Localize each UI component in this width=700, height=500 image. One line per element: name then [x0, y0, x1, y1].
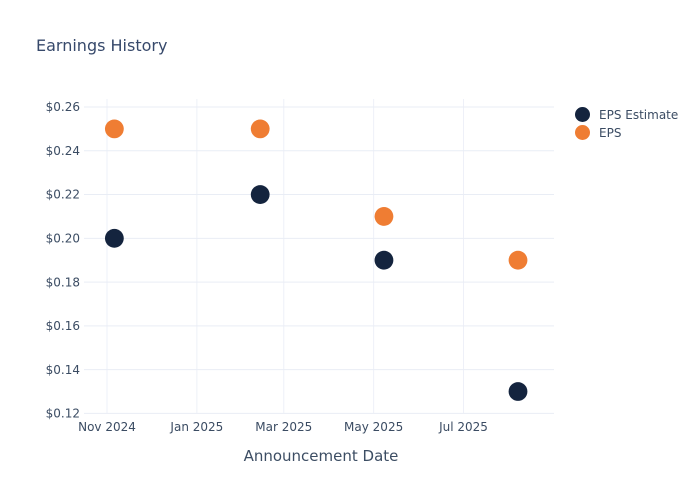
eps-marker-icon: [575, 125, 590, 140]
y-tick-label: $0.24: [46, 144, 80, 158]
legend-item-eps-estimate[interactable]: EPS Estimate: [575, 107, 678, 122]
chart-title: Earnings History: [36, 36, 168, 55]
data-point-eps[interactable]: [374, 207, 394, 226]
y-tick-label: $0.18: [46, 275, 80, 289]
data-point-eps-estimate[interactable]: [508, 382, 528, 401]
data-point-eps-estimate[interactable]: [374, 250, 394, 270]
x-tick-label: Jan 2025: [169, 420, 223, 434]
y-tick-label: $0.20: [46, 232, 80, 246]
data-point-eps[interactable]: [250, 119, 270, 139]
data-point-eps-estimate[interactable]: [250, 185, 270, 204]
legend-label-eps: EPS: [599, 125, 622, 140]
y-tick-label: $0.22: [46, 188, 80, 202]
x-axis-title: Announcement Date: [243, 447, 399, 465]
x-tick-label: Nov 2024: [78, 420, 136, 434]
y-tick-label: $0.16: [46, 319, 80, 333]
data-point-eps[interactable]: [508, 250, 528, 270]
data-point-eps-estimate[interactable]: [104, 228, 124, 248]
x-tick-label: Mar 2025: [255, 420, 312, 434]
data-point-eps[interactable]: [104, 119, 124, 139]
x-tick-label: Jul 2025: [438, 420, 488, 434]
x-tick-label: May 2025: [344, 420, 403, 434]
legend: EPS Estimate EPS: [575, 107, 678, 140]
legend-item-eps[interactable]: EPS: [575, 125, 678, 140]
eps-estimate-marker-icon: [575, 107, 590, 122]
y-tick-label: $0.12: [46, 407, 80, 421]
y-tick-label: $0.14: [46, 363, 80, 377]
legend-label-eps-estimate: EPS Estimate: [599, 107, 679, 122]
y-tick-label: $0.26: [46, 100, 80, 114]
